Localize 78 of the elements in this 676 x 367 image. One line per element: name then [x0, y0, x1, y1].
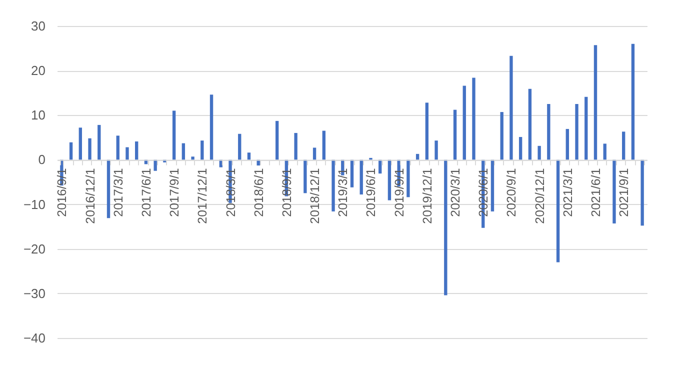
bar — [322, 130, 326, 160]
y-tick-label: 0 — [38, 152, 46, 168]
bar — [566, 128, 569, 160]
y-tick-label: 20 — [31, 63, 46, 78]
y-tick-label: 10 — [31, 108, 46, 123]
x-tick-label: 2017/6/1 — [139, 168, 154, 217]
bar — [350, 160, 354, 188]
bar — [332, 160, 335, 212]
y-tick-label: −20 — [23, 241, 46, 256]
x-tick-label: 2021/3/1 — [560, 168, 575, 217]
x-tick-label: 2018/6/1 — [252, 168, 266, 217]
bar — [490, 160, 494, 212]
bar — [538, 146, 541, 160]
bar — [575, 104, 578, 160]
bar — [98, 124, 101, 160]
bar — [294, 132, 298, 160]
x-tick-label: 2020/12/1 — [532, 168, 547, 224]
bar — [154, 160, 157, 171]
bar — [640, 160, 644, 226]
bar — [106, 160, 110, 218]
bar — [78, 128, 82, 160]
bar — [200, 140, 204, 160]
y-tick-label: −30 — [23, 286, 46, 301]
x-tick-label: 2018/12/1 — [308, 168, 322, 224]
bar — [528, 88, 532, 160]
y-tick-label: −40 — [23, 330, 46, 346]
bar — [191, 156, 194, 160]
bar — [612, 160, 616, 224]
bar — [500, 112, 504, 160]
x-tick-label: 2021/6/1 — [588, 168, 603, 217]
bar — [622, 132, 626, 160]
x-tick-label: 2017/12/1 — [196, 168, 210, 224]
x-tick-label: 2020/3/1 — [448, 168, 463, 217]
x-tick-label: 2020/9/1 — [504, 168, 519, 217]
x-tick-label: 2019/3/1 — [336, 168, 350, 217]
x-tick-label: 2019/6/1 — [364, 168, 378, 217]
bar — [135, 141, 138, 160]
bar — [425, 102, 429, 160]
bar — [247, 152, 251, 160]
x-tick-label: 2021/9/1 — [617, 168, 632, 217]
bar — [462, 86, 466, 160]
bar — [182, 143, 186, 160]
bar — [631, 44, 635, 160]
x-tick-label: 2016/12/1 — [83, 168, 98, 224]
y-tick-label: −10 — [23, 196, 46, 212]
bar — [116, 136, 120, 160]
bar — [304, 160, 307, 194]
y-tick-label: 30 — [31, 18, 46, 34]
bar — [453, 110, 457, 160]
x-tick-label: 2019/12/1 — [420, 168, 434, 224]
x-tick-label: 2018/9/1 — [280, 168, 294, 217]
bar — [238, 134, 242, 160]
bar — [126, 147, 129, 160]
x-tick-label: 2020/6/1 — [476, 168, 491, 217]
bar — [556, 160, 560, 262]
x-tick-label: 2017/3/1 — [111, 168, 126, 217]
bar — [275, 120, 279, 160]
bar — [312, 148, 316, 160]
bar — [584, 96, 588, 160]
x-tick-label: 2019/9/1 — [392, 168, 406, 217]
bar — [603, 144, 606, 160]
bar — [444, 160, 448, 296]
x-tick-label: 2017/9/1 — [168, 168, 182, 217]
bar — [510, 56, 513, 160]
bar — [388, 160, 392, 200]
bar — [360, 160, 363, 194]
bar — [472, 78, 476, 160]
bar — [547, 104, 550, 160]
bar — [434, 140, 438, 160]
bar — [518, 136, 522, 160]
bar — [88, 138, 92, 160]
bar — [69, 142, 73, 160]
x-tick-label: 2018/3/1 — [224, 168, 238, 217]
bar — [172, 110, 176, 160]
x-tick-label: 2016/9/1 — [55, 168, 70, 217]
bar — [594, 45, 598, 160]
bar — [210, 94, 214, 160]
bar — [406, 160, 410, 198]
